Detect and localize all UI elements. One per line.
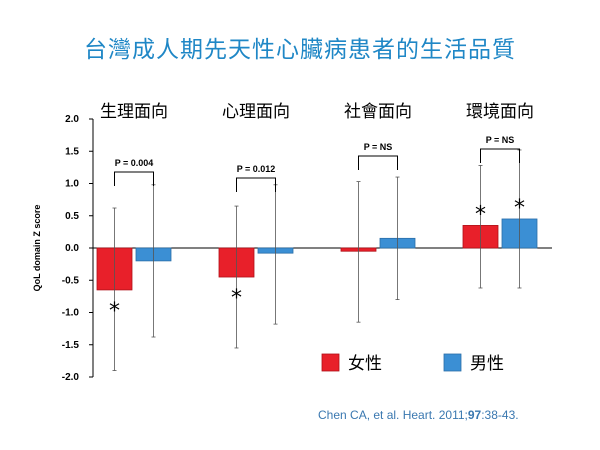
- category-label: 生理面向: [100, 102, 168, 122]
- citation: Chen CA, et al. Heart. 2011;97:38-43.: [318, 408, 519, 422]
- comparison-p-value: P = 0.004: [115, 158, 154, 168]
- category-label: 心理面向: [222, 102, 290, 122]
- significance-marker: *: [514, 196, 525, 221]
- citation-suffix: :38-43.: [481, 408, 519, 422]
- y-tick-label: 2.0: [65, 114, 79, 125]
- legend-label-female: 女性: [348, 354, 382, 374]
- comparison-p-value: P = 0.012: [237, 164, 276, 174]
- legend-swatch-female: [321, 353, 340, 372]
- y-tick-label: 0.0: [65, 243, 79, 254]
- comparison-p-value: P = NS: [364, 142, 393, 152]
- y-tick-label: -0.5: [62, 275, 80, 286]
- citation-prefix: Chen CA, et al. Heart. 2011;: [318, 408, 468, 422]
- legend-swatch-male: [443, 353, 462, 372]
- category-label: 環境面向: [466, 102, 534, 122]
- legend-label-male: 男性: [470, 354, 504, 374]
- y-tick-label: 1.5: [65, 146, 79, 157]
- significance-marker: *: [475, 202, 486, 227]
- significance-marker: *: [109, 299, 120, 324]
- citation-volume: 97: [467, 408, 482, 422]
- comparison-bracket: [480, 148, 520, 163]
- comparison-p-value: P = NS: [486, 135, 515, 145]
- page-title: 台灣成人期先天性心臟病患者的生活品質: [84, 37, 516, 63]
- y-axis-label: QoL domain Z score: [32, 205, 42, 292]
- y-tick-label: -2.0: [62, 372, 80, 383]
- comparison-bracket: [114, 171, 154, 186]
- y-tick-label: 0.5: [65, 211, 79, 222]
- y-tick-label: -1.0: [62, 308, 80, 319]
- y-tick-label: 1.0: [65, 179, 79, 190]
- significance-marker: *: [231, 286, 242, 311]
- category-label: 社會面向: [344, 102, 412, 122]
- comparison-bracket: [236, 177, 276, 192]
- y-tick-label: -1.5: [62, 340, 80, 351]
- comparison-bracket: [358, 155, 398, 170]
